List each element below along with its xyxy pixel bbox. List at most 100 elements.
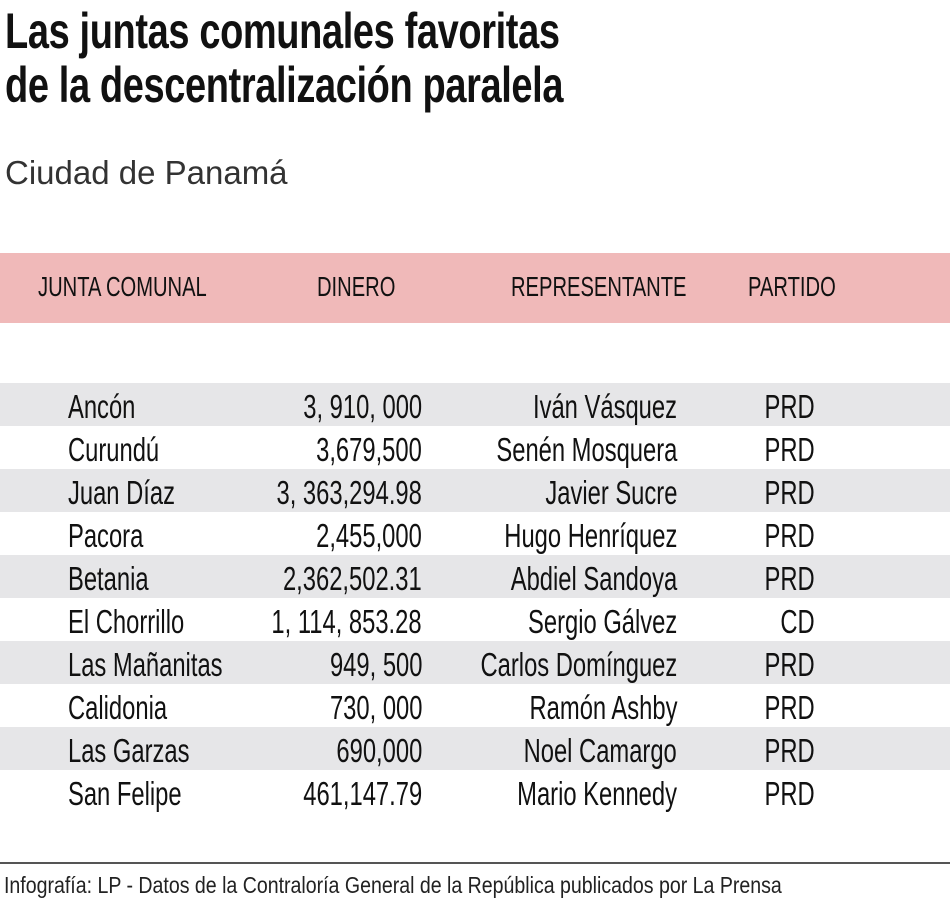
page-title: Las juntas comunales favoritas de la des…	[5, 4, 739, 112]
dinero-cell: 2,362,502.31	[229, 560, 422, 598]
dinero-cell: 690,000	[303, 732, 422, 770]
table-row: Juan Díaz 3, 363,294.98 Javier Sucre PRD	[0, 469, 950, 512]
representante-cell: Ramón Ashby	[472, 689, 677, 727]
dinero-cell-text: 730, 000	[329, 689, 422, 726]
partido-cell-text: PRD	[764, 646, 815, 683]
subtitle: Ciudad de Panamá	[5, 154, 288, 191]
partido-cell-text: PRD	[764, 517, 815, 554]
dinero-cell: 461,147.79	[257, 775, 422, 813]
junta-cell: San Felipe	[68, 775, 226, 813]
junta-cell: Pacora	[68, 517, 173, 555]
representante-cell: Hugo Henríquez	[437, 517, 677, 555]
partido-cell-text: PRD	[764, 388, 815, 425]
representante-cell: Iván Vásquez	[477, 388, 677, 426]
dinero-cell-text: 461,147.79	[303, 775, 422, 812]
dinero-cell: 1, 114, 853.28	[213, 603, 422, 641]
partido-cell: CD	[767, 603, 815, 641]
junta-cell: Ancón	[68, 388, 162, 426]
title-line-2: de la descentralización paralela	[5, 57, 564, 113]
representante-cell-text: Carlos Domínguez	[480, 646, 677, 683]
junta-cell-text: Las Garzas	[68, 732, 190, 769]
representante-cell-text: Javier Sucre	[544, 474, 677, 511]
column-header-partido: PARTIDO	[748, 271, 836, 302]
representante-cell: Abdiel Sandoya	[446, 560, 677, 598]
column-header-dinero: DINERO	[317, 271, 396, 302]
junta-cell-text: Juan Díaz	[68, 474, 175, 511]
table-row: El Chorrillo 1, 114, 853.28 Sergio Gálvez C…	[0, 598, 950, 641]
junta-cell: Betania	[68, 560, 180, 598]
partido-cell: PRD	[745, 431, 815, 469]
partido-cell: PRD	[745, 732, 815, 770]
junta-cell: Juan Díaz	[68, 474, 217, 512]
dinero-cell-text: 3,679,500	[316, 431, 422, 468]
table-body: Ancón 3, 910, 000 Iván Vásquez PRD Curundú 3,…	[0, 383, 950, 813]
partido-cell-text: CD	[780, 603, 815, 640]
junta-cell: Curundú	[68, 431, 195, 469]
dinero-cell-text: 2,362,502.31	[283, 560, 422, 597]
representante-cell: Carlos Domínguez	[404, 646, 677, 684]
junta-cell-text: Las Mañanitas	[68, 646, 223, 683]
table-row: Las Garzas 690,000 Noel Camargo PRD	[0, 727, 950, 770]
table-row: Pacora 2,455,000 Hugo Henríquez PRD	[0, 512, 950, 555]
title-line-1: Las juntas comunales favoritas	[5, 3, 560, 59]
table-row: Curundú 3,679,500 Senén Mosquera PRD	[0, 426, 950, 469]
junta-cell-text: Betania	[68, 560, 149, 597]
table-row: Ancón 3, 910, 000 Iván Vásquez PRD	[0, 383, 950, 426]
dinero-cell: 730, 000	[294, 689, 422, 727]
representante-cell-text: Mario Kennedy	[517, 775, 677, 812]
dinero-cell: 3, 910, 000	[257, 388, 422, 426]
dinero-cell-text: 690,000	[336, 732, 422, 769]
table-header: JUNTA COMUNAL DINERO REPRESENTANTE PARTI…	[0, 253, 950, 323]
representante-cell: Sergio Gálvez	[470, 603, 677, 641]
dinero-cell-text: 3, 363,294.98	[276, 474, 422, 511]
representante-cell: Noel Camargo	[464, 732, 677, 770]
partido-cell-text: PRD	[764, 775, 815, 812]
partido-cell: PRD	[745, 517, 815, 555]
partido-cell: PRD	[745, 560, 815, 598]
partido-cell-text: PRD	[764, 560, 815, 597]
table-row: Betania 2,362,502.31 Abdiel Sandoya PRD	[0, 555, 950, 598]
junta-cell: El Chorrillo	[68, 603, 229, 641]
representante-cell-text: Sergio Gálvez	[527, 603, 677, 640]
junta-cell-text: San Felipe	[68, 775, 182, 812]
column-header-junta: JUNTA COMUNAL	[38, 271, 207, 302]
junta-cell: Las Mañanitas	[68, 646, 283, 684]
table-row: Las Mañanitas 949, 500 Carlos Domínguez PRD	[0, 641, 950, 684]
dinero-cell: 3, 363,294.98	[220, 474, 422, 512]
table-row: Calidonia 730, 000 Ramón Ashby PRD	[0, 684, 950, 727]
representante-cell-text: Noel Camargo	[523, 732, 677, 769]
partido-cell: PRD	[745, 474, 815, 512]
junta-cell-text: Calidonia	[68, 689, 168, 726]
junta-cell-text: Curundú	[68, 431, 160, 468]
dinero-cell: 2,455,000	[275, 517, 422, 555]
representante-cell-text: Iván Vásquez	[533, 388, 677, 425]
column-header-representante: REPRESENTANTE	[511, 271, 687, 302]
partido-cell-text: PRD	[764, 431, 815, 468]
partido-cell: PRD	[745, 388, 815, 426]
representante-cell-text: Hugo Henríquez	[503, 517, 677, 554]
divider	[0, 862, 950, 864]
junta-cell-text: Pacora	[68, 517, 144, 554]
junta-cell: Las Garzas	[68, 732, 237, 770]
dinero-cell-text: 2,455,000	[316, 517, 422, 554]
dinero-cell-text: 3, 910, 000	[303, 388, 422, 425]
dinero-cell: 949, 500	[294, 646, 422, 684]
representante-cell-text: Abdiel Sandoya	[510, 560, 677, 597]
dinero-cell-text: 1, 114, 853.28	[271, 603, 422, 640]
representante-cell-text: Senén Mosquera	[496, 431, 677, 468]
dinero-cell-text: 949, 500	[329, 646, 422, 683]
partido-cell: PRD	[745, 646, 815, 684]
dinero-cell: 3,679,500	[275, 431, 422, 469]
partido-cell-text: PRD	[764, 732, 815, 769]
source-note: Infografía: LP - Datos de la Contraloría…	[4, 872, 919, 899]
partido-cell-text: PRD	[764, 474, 815, 511]
junta-cell-text: El Chorrillo	[68, 603, 185, 640]
partido-cell: PRD	[745, 775, 815, 813]
table-row: San Felipe 461,147.79 Mario Kennedy PRD	[0, 770, 950, 813]
junta-cell: Calidonia	[68, 689, 206, 727]
source-text: Infografía: LP - Datos de la Contraloría…	[4, 872, 782, 898]
representante-cell: Senén Mosquera	[426, 431, 677, 469]
representante-cell-text: Ramón Ashby	[529, 689, 677, 726]
junta-cell-text: Ancón	[68, 388, 136, 425]
partido-cell: PRD	[745, 689, 815, 727]
